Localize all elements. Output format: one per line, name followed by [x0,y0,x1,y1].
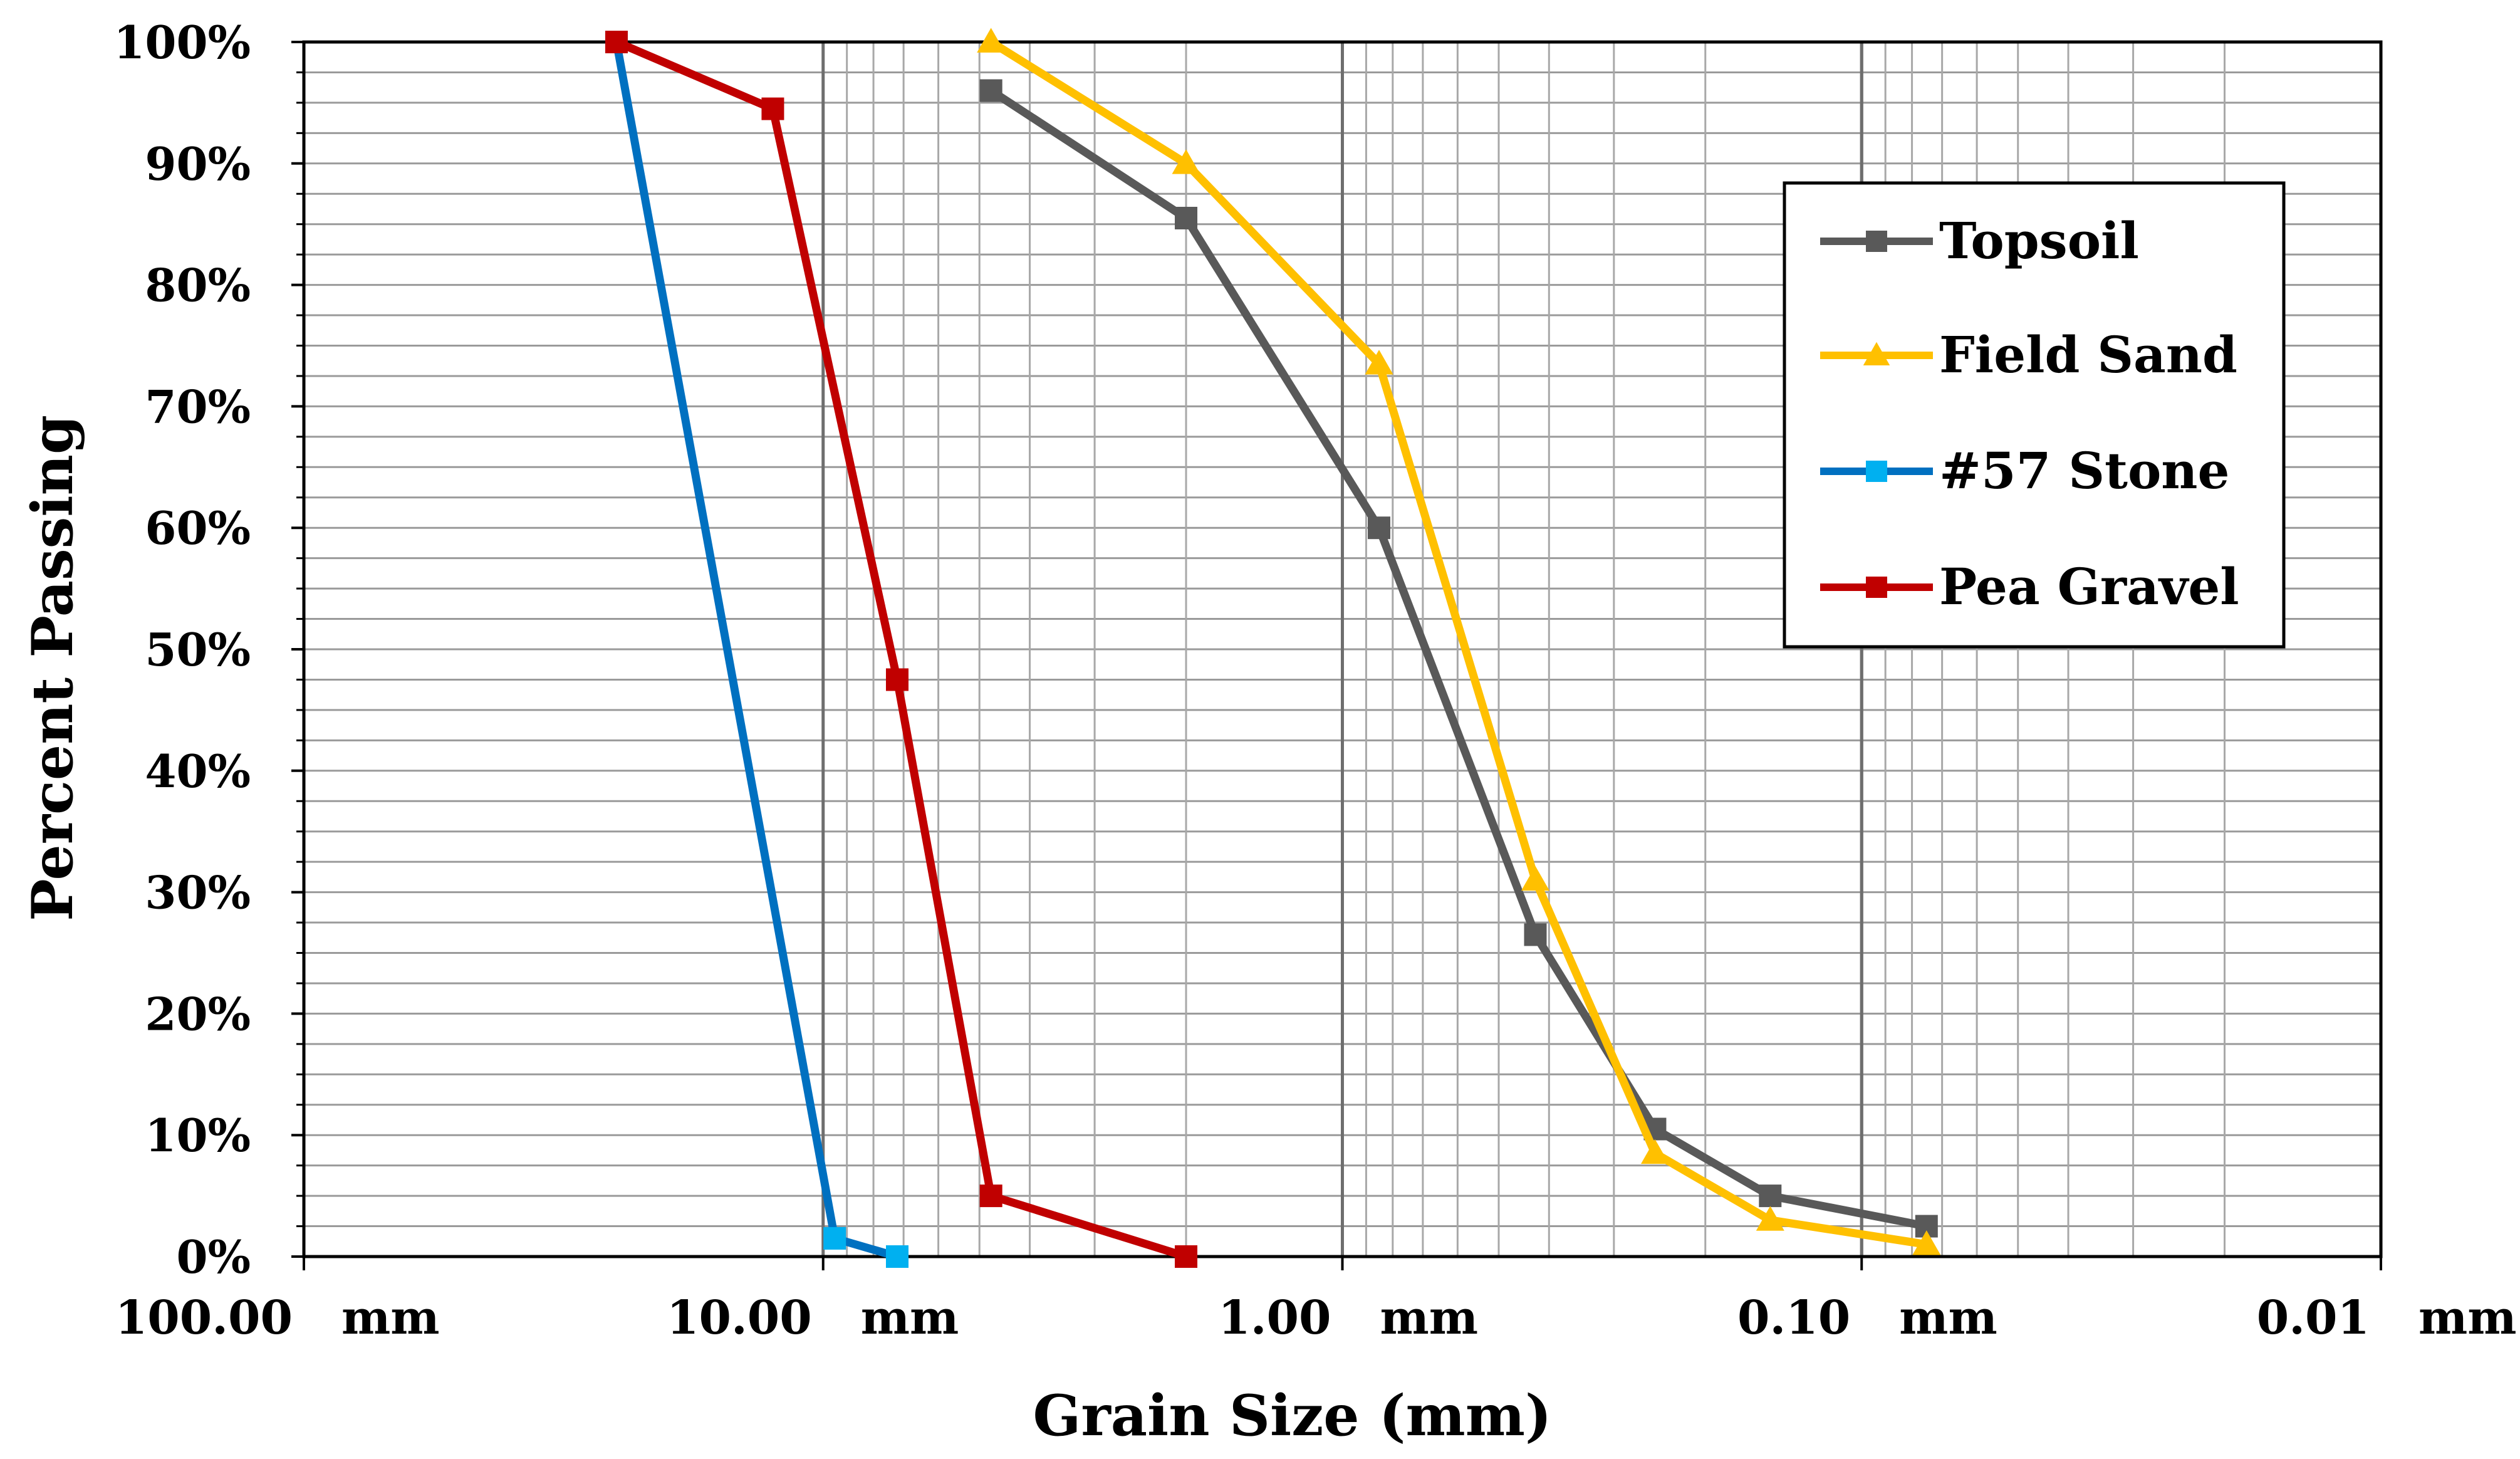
data-point-marker [1175,207,1198,230]
x-tick-label: 100.00 [115,1291,293,1345]
data-point-marker [977,28,1006,53]
data-point-marker [1866,461,1887,482]
x-tick-unit: mm [2418,1291,2517,1345]
x-tick-unit: mm [341,1291,440,1345]
data-point-marker [979,79,1002,102]
y-tick-label: 50% [145,623,251,676]
data-point-marker [1640,1139,1669,1164]
x-tick-unit: mm [861,1291,959,1345]
data-point-marker [1756,1206,1784,1231]
y-axis-ticks: 0% 10% 20% 30% 40% 50% 60% 70% 80% 90% 100% [113,16,304,1284]
y-tick-label: 70% [145,380,251,433]
y-axis-title: Percent Passing [19,415,86,921]
x-tick-label: 1.00 [1218,1291,1331,1345]
data-point-marker [605,31,628,53]
y-tick-label: 20% [145,987,251,1040]
x-tick-label: 10.00 [667,1291,812,1345]
data-point-marker [1521,865,1549,891]
series-pea-gravel [605,31,1198,1268]
x-tick-label: 0.01 [2257,1291,2370,1345]
data-point-marker [761,97,784,120]
data-point-marker [1367,516,1390,540]
y-tick-label: 40% [145,745,251,798]
data-point-marker [1759,1184,1782,1208]
y-tick-label: 80% [145,259,251,312]
data-point-marker [1866,577,1887,598]
y-tick-label: 100% [113,16,251,69]
data-point-marker [1172,149,1200,174]
legend-label: Field Sand [1939,325,2237,384]
data-point-marker [1175,1245,1198,1268]
data-point-marker [1365,350,1393,375]
data-point-marker [823,1226,846,1250]
series-layer [605,28,1941,1268]
y-tick-label: 0% [176,1230,251,1284]
data-point-marker [885,668,909,691]
x-tick-label: 0.10 [1737,1291,1850,1345]
data-point-marker [1863,342,1890,365]
data-point-marker [979,1184,1002,1208]
x-axis-ticks: 100.00 mm 10.00 mm 1.00 mm 0.10 mm 0.01 mm [115,1257,2517,1345]
legend-label: Topsoil [1939,211,2139,270]
legend-label: #57 Stone [1939,441,2229,500]
series-field-sand [977,28,1941,1255]
y-tick-label: 30% [145,866,251,919]
x-axis-title: Grain Size (mm) [1033,1383,1551,1449]
data-point-marker [1524,923,1547,946]
series-topsoil [979,79,1938,1238]
legend-label: Pea Gravel [1939,557,2239,616]
legend-box [1783,181,2286,649]
x-tick-unit: mm [1899,1291,1997,1345]
y-tick-label: 10% [145,1109,251,1162]
x-tick-unit: mm [1380,1291,1479,1345]
data-point-marker [885,1245,909,1268]
data-point-marker [1866,231,1887,252]
y-tick-label: 60% [145,501,251,555]
data-point-marker [1912,1230,1941,1255]
y-tick-label: 90% [145,137,251,191]
legend: Topsoil Field Sand #57 Stone Pea Gravel [1783,181,2286,649]
